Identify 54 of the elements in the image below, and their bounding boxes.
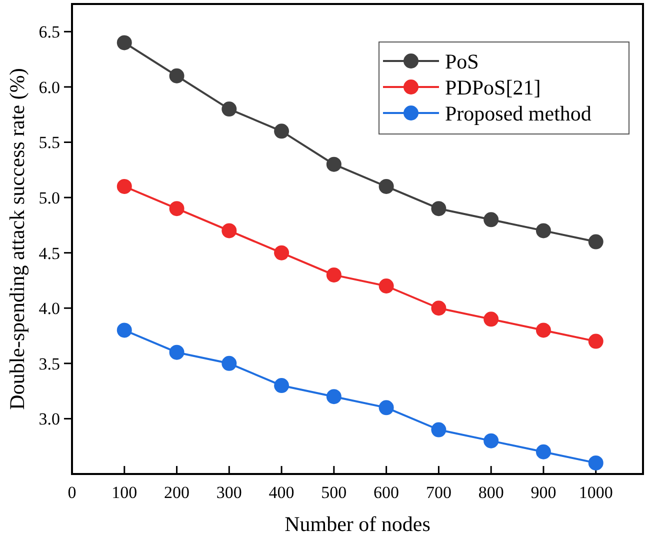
point bbox=[484, 433, 499, 448]
legend-label: Proposed method bbox=[445, 101, 592, 126]
point bbox=[378, 178, 394, 194]
point bbox=[169, 201, 184, 216]
y-tick-label: 4.5 bbox=[38, 244, 60, 263]
point bbox=[378, 400, 394, 416]
x-tick-label: 500 bbox=[321, 483, 347, 502]
x-tick-label: 300 bbox=[216, 483, 242, 502]
point bbox=[431, 300, 446, 316]
x-tick-label: 700 bbox=[426, 483, 452, 502]
legend-label: PDPoS[21] bbox=[445, 75, 541, 100]
point bbox=[274, 245, 290, 260]
y-tick-label: 6.0 bbox=[38, 78, 60, 97]
point bbox=[536, 223, 551, 238]
point bbox=[588, 234, 604, 250]
y-tick-label: 5.0 bbox=[38, 188, 60, 208]
y-tick-label: 3.0 bbox=[38, 410, 60, 429]
legend-label: PoS bbox=[445, 49, 479, 74]
point bbox=[116, 35, 132, 50]
x-axis-title: Number of nodes bbox=[284, 512, 430, 536]
point bbox=[169, 68, 184, 84]
point bbox=[536, 444, 551, 460]
y-tick-label: 6.5 bbox=[38, 22, 60, 42]
point bbox=[274, 124, 290, 139]
point bbox=[222, 102, 237, 117]
x-tick-label: 200 bbox=[164, 483, 190, 502]
point bbox=[326, 389, 342, 404]
point bbox=[378, 278, 394, 294]
point bbox=[169, 344, 184, 360]
point bbox=[588, 455, 604, 470]
point bbox=[484, 212, 499, 228]
point bbox=[222, 223, 237, 238]
x-tick-label: 100 bbox=[112, 483, 138, 502]
point bbox=[484, 312, 499, 327]
x-tick-label: 800 bbox=[478, 483, 504, 502]
point bbox=[431, 201, 446, 216]
x-tick-label: 900 bbox=[530, 483, 556, 502]
point bbox=[326, 156, 342, 172]
point bbox=[222, 356, 237, 371]
x-tick-label: 1000 bbox=[578, 483, 613, 502]
y-axis-title: Double-spending attack success rate (%) bbox=[5, 68, 29, 410]
point bbox=[536, 322, 551, 338]
point bbox=[274, 378, 290, 394]
y-tick-label: 3.5 bbox=[38, 354, 60, 374]
point bbox=[588, 334, 604, 349]
y-tick-label: 4.0 bbox=[38, 299, 60, 318]
x-tick-label: 400 bbox=[268, 483, 294, 502]
point bbox=[116, 322, 132, 338]
x-tick-label: 600 bbox=[374, 483, 400, 502]
point bbox=[116, 178, 132, 194]
point bbox=[431, 422, 446, 438]
x-tick-label: 0 bbox=[68, 483, 76, 502]
point bbox=[326, 267, 342, 282]
y-tick-label: 5.5 bbox=[38, 133, 60, 152]
